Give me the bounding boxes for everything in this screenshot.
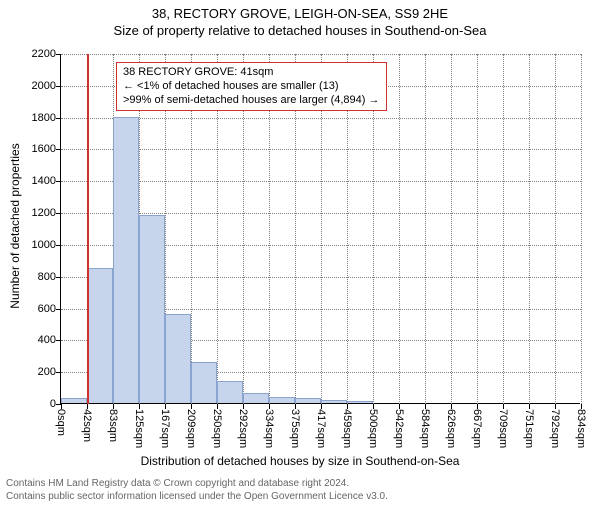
xtick-label: 292sqm [237,409,249,448]
ytick-mark [56,309,61,310]
annotation-box: 38 RECTORY GROVE: 41sqm← <1% of detached… [116,62,387,111]
grid-line-vertical [425,54,426,404]
histogram-bar [347,401,373,403]
page-subtitle: Size of property relative to detached ho… [0,23,600,38]
histogram-bar [243,393,269,403]
histogram-bar [321,400,347,403]
xtick-label: 209sqm [185,409,197,448]
histogram-chart: 0200400600800100012001400160018002000220… [60,54,580,404]
xtick-label: 83sqm [107,409,119,442]
xtick-label: 42sqm [81,409,93,442]
xtick-label: 0sqm [55,409,67,436]
ytick-label: 400 [16,334,56,346]
histogram-bar [191,362,217,403]
xtick-label: 709sqm [497,409,509,448]
histogram-bar [217,381,243,403]
page-title-address: 38, RECTORY GROVE, LEIGH-ON-SEA, SS9 2HE [0,6,600,21]
footer-line-1: Contains HM Land Registry data © Crown c… [6,478,594,491]
xtick-label: 375sqm [289,409,301,448]
footer-line-2: Contains public sector information licen… [6,491,594,504]
xtick-label: 167sqm [159,409,171,448]
attribution-footer: Contains HM Land Registry data © Crown c… [6,478,594,503]
ytick-label: 200 [16,366,56,378]
histogram-bar [269,397,295,403]
ytick-label: 800 [16,271,56,283]
ytick-mark [56,149,61,150]
property-marker-line [87,54,89,404]
xtick-label: 792sqm [549,409,561,448]
histogram-bar [61,398,87,403]
grid-line-vertical [581,54,582,404]
xtick-label: 667sqm [471,409,483,448]
xtick-label: 626sqm [445,409,457,448]
ytick-mark [56,86,61,87]
xtick-label: 542sqm [393,409,405,448]
ytick-mark [56,118,61,119]
ytick-label: 0 [16,398,56,410]
histogram-bar [295,398,321,403]
histogram-bar [165,314,191,403]
ytick-mark [56,340,61,341]
ytick-mark [56,245,61,246]
xtick-label: 125sqm [133,409,145,448]
plot-area: 0200400600800100012001400160018002000220… [60,54,580,404]
grid-line-vertical [555,54,556,404]
xtick-label: 417sqm [315,409,327,448]
ytick-mark [56,372,61,373]
ytick-label: 1600 [16,143,56,155]
annotation-line-1: 38 RECTORY GROVE: 41sqm [123,66,380,80]
grid-line-vertical [503,54,504,404]
grid-line-vertical [477,54,478,404]
xtick-label: 500sqm [367,409,379,448]
xtick-label: 751sqm [523,409,535,448]
ytick-label: 1200 [16,207,56,219]
ytick-mark [56,54,61,55]
ytick-mark [56,181,61,182]
xtick-label: 250sqm [211,409,223,448]
ytick-label: 2000 [16,80,56,92]
annotation-line-3: >99% of semi-detached houses are larger … [123,94,380,108]
ytick-mark [56,213,61,214]
grid-line-vertical [529,54,530,404]
ytick-mark [56,277,61,278]
annotation-line-2: ← <1% of detached houses are smaller (13… [123,80,380,94]
grid-line-vertical [399,54,400,404]
grid-line-vertical [451,54,452,404]
ytick-label: 1400 [16,175,56,187]
ytick-label: 1800 [16,112,56,124]
ytick-label: 1000 [16,239,56,251]
histogram-bar [113,117,139,403]
x-axis-label: Distribution of detached houses by size … [0,454,600,468]
xtick-label: 584sqm [419,409,431,448]
xtick-label: 459sqm [341,409,353,448]
ytick-label: 600 [16,303,56,315]
histogram-bar [139,215,165,403]
xtick-label: 334sqm [263,409,275,448]
y-axis-label: Number of detached properties [8,143,22,308]
histogram-bar [87,268,113,403]
xtick-label: 834sqm [575,409,587,448]
ytick-label: 2200 [16,48,56,60]
